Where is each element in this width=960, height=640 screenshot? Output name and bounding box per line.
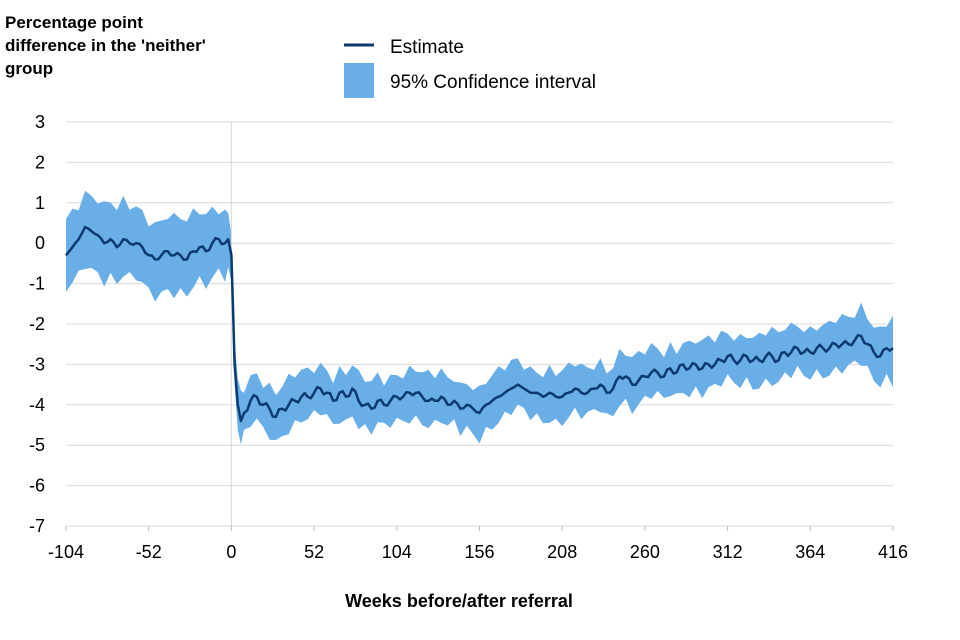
- x-axis-label: Weeks before/after referral: [345, 591, 573, 611]
- x-tick-label: -52: [136, 542, 162, 562]
- y-axis-label-line-2: difference in the 'neither': [5, 36, 206, 55]
- x-tick-label: 104: [382, 542, 412, 562]
- y-tick-label: -7: [29, 516, 45, 536]
- legend: Estimate 95% Confidence interval: [344, 37, 596, 98]
- x-tick-labels: -104 -52 0 52 104 156 208 260 312 364 416: [48, 526, 908, 562]
- legend-ci-swatch: [344, 63, 374, 98]
- x-tick-label: 52: [304, 542, 324, 562]
- x-tick-label: 156: [464, 542, 494, 562]
- y-tick-label: -1: [29, 274, 45, 294]
- gridlines: [66, 121, 893, 527]
- confidence-interval-band: [66, 190, 893, 445]
- y-tick-labels: 3 2 1 0 -1 -2 -3 -4 -5 -6 -7: [29, 112, 45, 536]
- x-tick-label: -104: [48, 542, 84, 562]
- x-tick-label: 416: [878, 542, 908, 562]
- x-tick-label: 260: [630, 542, 660, 562]
- y-tick-label: -3: [29, 354, 45, 374]
- y-tick-label: 2: [35, 152, 45, 172]
- x-tick-label: 312: [713, 542, 743, 562]
- y-tick-label: -6: [29, 476, 45, 496]
- x-tick-label: 208: [547, 542, 577, 562]
- estimate-line: [65, 225, 894, 423]
- x-tick-label: 364: [795, 542, 825, 562]
- y-tick-label: -5: [29, 435, 45, 455]
- legend-ci-label: 95% Confidence interval: [390, 72, 596, 93]
- y-tick-label: 3: [35, 112, 45, 132]
- y-tick-label: 0: [35, 233, 45, 253]
- legend-estimate-label: Estimate: [390, 37, 464, 58]
- y-tick-label: 1: [35, 193, 45, 213]
- y-axis-label-line-3: group: [5, 59, 53, 78]
- x-tick-label: 0: [226, 542, 236, 562]
- y-axis-label-line-1: Percentage point: [5, 13, 143, 32]
- y-tick-label: -2: [29, 314, 45, 334]
- y-tick-label: -4: [29, 395, 45, 415]
